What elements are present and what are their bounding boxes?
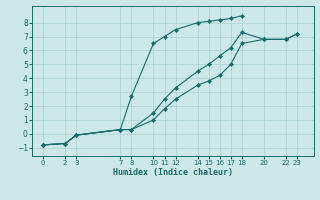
X-axis label: Humidex (Indice chaleur): Humidex (Indice chaleur) <box>113 168 233 177</box>
